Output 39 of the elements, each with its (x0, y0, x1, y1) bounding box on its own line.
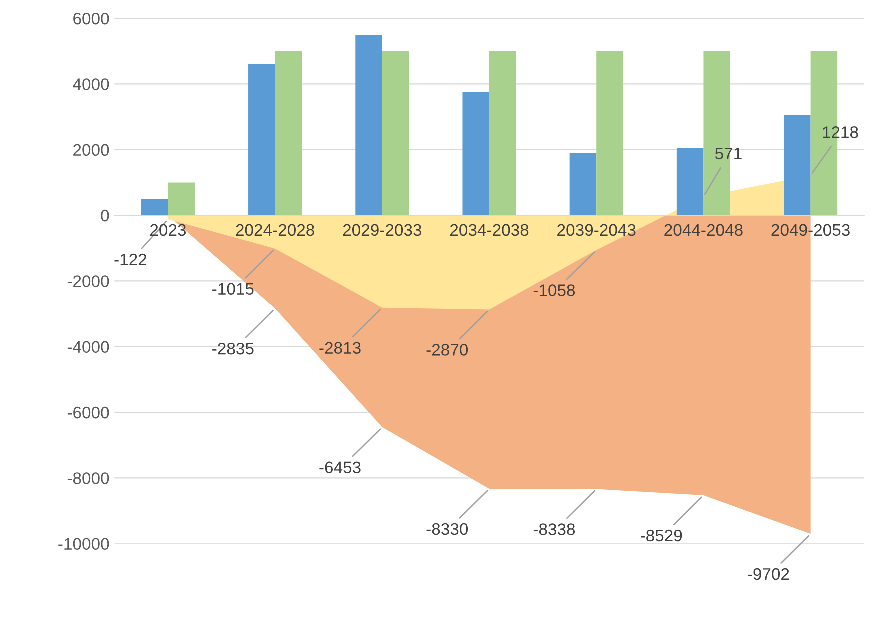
y-tick-label: -4000 (68, 341, 110, 354)
data-label: -8529 (640, 530, 682, 542)
bar (570, 153, 597, 216)
y-tick-label: -8000 (68, 472, 110, 484)
x-tick-label: 2024-2028 (236, 224, 314, 236)
x-tick-label: 2039-2043 (558, 224, 636, 236)
y-tick-label: 0 (101, 210, 110, 222)
x-tick-label: 2023 (150, 224, 186, 236)
bar (168, 182, 195, 216)
data-label: -2870 (426, 344, 468, 356)
data-label: -9702 (748, 568, 790, 580)
data-label: -1015 (212, 283, 254, 295)
bar (382, 51, 410, 216)
y-tick-label: -10000 (58, 538, 110, 550)
bar (462, 92, 490, 216)
x-tick-label: 2029-2033 (343, 224, 422, 236)
data-label: -122 (114, 254, 147, 266)
y-tick-label: 6000 (74, 12, 110, 25)
data-label: -8330 (426, 523, 468, 536)
y-tick-label: 4000 (73, 78, 110, 90)
bar (784, 115, 811, 216)
x-tick-label: 2049-2053 (772, 224, 850, 236)
bar (356, 34, 382, 216)
x-tick-label: 2034-2038 (450, 224, 529, 236)
data-label: -2835 (212, 342, 254, 355)
bar (490, 51, 516, 216)
data-label: -8338 (534, 524, 576, 536)
data-label: -6453 (320, 462, 361, 474)
bar (141, 199, 168, 216)
bar (596, 51, 624, 216)
bar (676, 148, 704, 216)
data-label: -2813 (320, 342, 361, 354)
x-tick-label: 2044-2048 (664, 224, 743, 236)
bar (275, 51, 302, 216)
y-tick-label: 2000 (74, 144, 110, 156)
data-label: -1058 (534, 284, 576, 296)
y-tick-label: -2000 (68, 276, 110, 288)
y-tick-label: -6000 (68, 406, 110, 419)
bar (248, 64, 276, 216)
